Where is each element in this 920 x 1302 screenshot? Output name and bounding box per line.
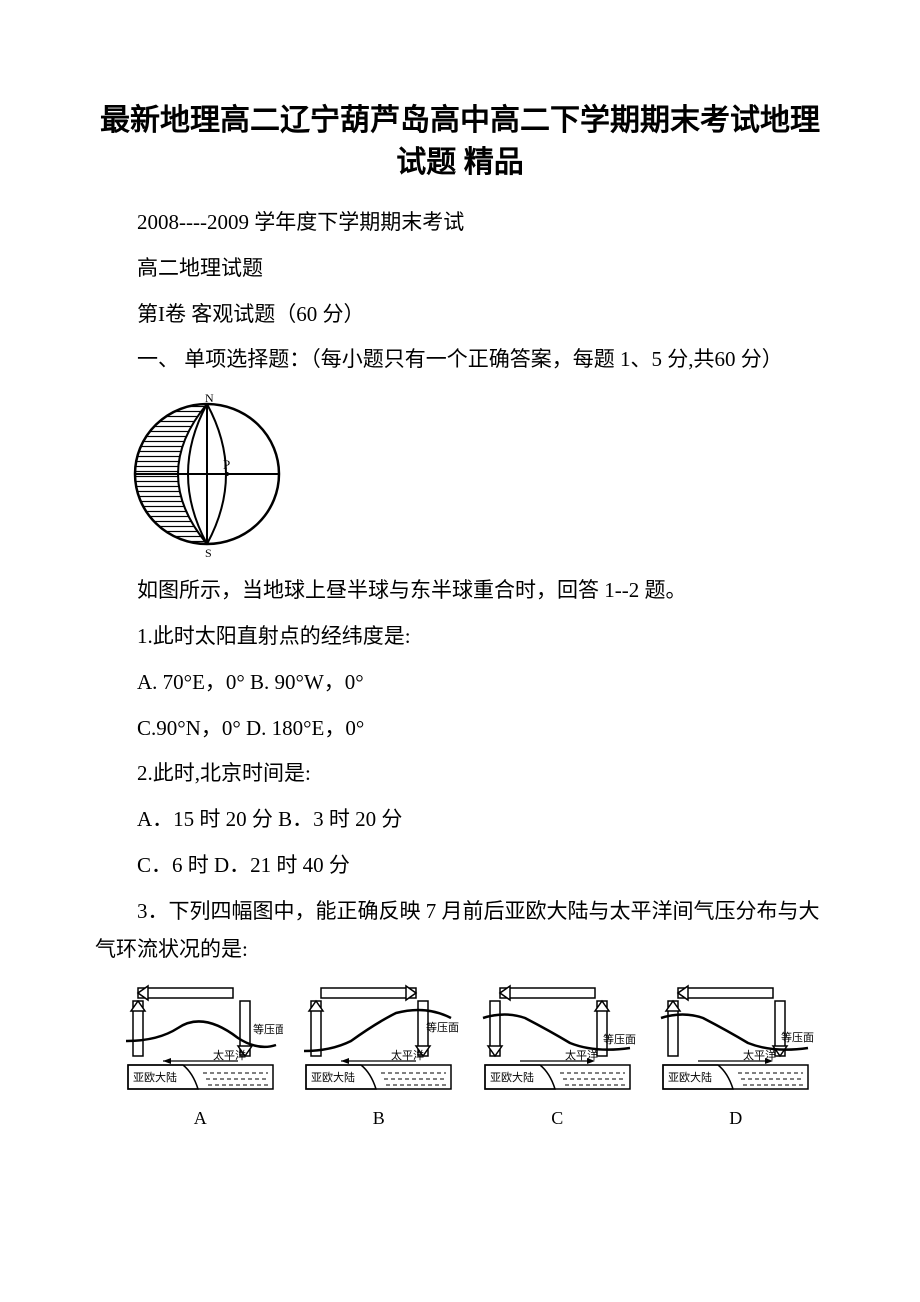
subtitle-subject: 高二地理试题 xyxy=(95,250,825,288)
page-title: 最新地理高二辽宁葫芦岛高中高二下学期期末考试地理试题 精品 xyxy=(95,100,825,184)
subtitle-year: 2008----2009 学年度下学期期末考试 xyxy=(95,204,825,242)
diagram-c-svg: 等压面 太平洋 亚欧大陆 xyxy=(475,983,640,1098)
globe-svg: N S P xyxy=(127,389,287,559)
label-south: S xyxy=(205,546,212,559)
diagram-label-d: D xyxy=(653,1108,818,1129)
eurasia-label-c: 亚欧大陆 xyxy=(490,1070,534,1084)
isobar-label-a: 等压面 xyxy=(253,1022,283,1036)
diagram-c: 等压面 太平洋 亚欧大陆 C xyxy=(475,983,640,1129)
diagram-b-svg: 等压面 太平洋 亚欧大陆 xyxy=(296,983,461,1098)
section-instruction: 一、 单项选择题：（每小题只有一个正确答案，每题 1、5 分,共60 分） xyxy=(95,341,825,379)
diagram-label-c: C xyxy=(475,1108,640,1129)
question-intro: 如图所示，当地球上昼半球与东半球重合时，回答 1--2 题。 xyxy=(95,572,825,610)
eurasia-label-b: 亚欧大陆 xyxy=(311,1070,355,1084)
diagram-d-svg: 等压面 太平洋 亚欧大陆 xyxy=(653,983,818,1098)
eurasia-label-d: 亚欧大陆 xyxy=(668,1070,712,1084)
diagram-a: 等压面 太平洋 亚欧大陆 A xyxy=(118,983,283,1129)
globe-figure: N S P xyxy=(127,389,825,564)
label-p: P xyxy=(223,457,230,472)
q3-text: 3．下列四幅图中，能正确反映 7 月前后亚欧大陆与太平洋间气压分布与大气环流状况… xyxy=(95,893,825,969)
pacific-label-b: 太平洋 xyxy=(391,1048,424,1062)
isobar-label-c: 等压面 xyxy=(603,1032,636,1046)
eurasia-label-a: 亚欧大陆 xyxy=(133,1070,177,1084)
diagram-label-a: A xyxy=(118,1108,283,1129)
diagrams-container: 等压面 太平洋 亚欧大陆 A xyxy=(111,983,825,1129)
diagram-d: 等压面 太平洋 亚欧大陆 D xyxy=(653,983,818,1129)
pacific-label-a: 太平洋 xyxy=(213,1048,246,1062)
q2-options-line1: A．15 时 20 分 B．3 时 20 分 xyxy=(95,801,825,839)
diagram-a-svg: 等压面 太平洋 亚欧大陆 xyxy=(118,983,283,1098)
section-header: 第I卷 客观试题（60 分） xyxy=(95,296,825,334)
q1-options-line2: C.90°N，0° D. 180°E，0° xyxy=(95,710,825,748)
diagram-b: 等压面 太平洋 亚欧大陆 B xyxy=(296,983,461,1129)
q2-text: 2.此时,北京时间是: xyxy=(95,755,825,793)
isobar-label-d: 等压面 xyxy=(781,1030,814,1044)
pacific-label-c: 太平洋 xyxy=(565,1048,598,1062)
q1-options-line1: A. 70°E，0° B. 90°W，0° xyxy=(95,664,825,702)
diagram-label-b: B xyxy=(296,1108,461,1129)
isobar-label-b: 等压面 xyxy=(426,1020,459,1034)
pacific-label-d: 太平洋 xyxy=(743,1048,776,1062)
q2-options-line2: C．6 时 D．21 时 40 分 xyxy=(95,847,825,885)
q1-text: 1.此时太阳直射点的经纬度是: xyxy=(95,618,825,656)
point-p xyxy=(225,472,229,476)
